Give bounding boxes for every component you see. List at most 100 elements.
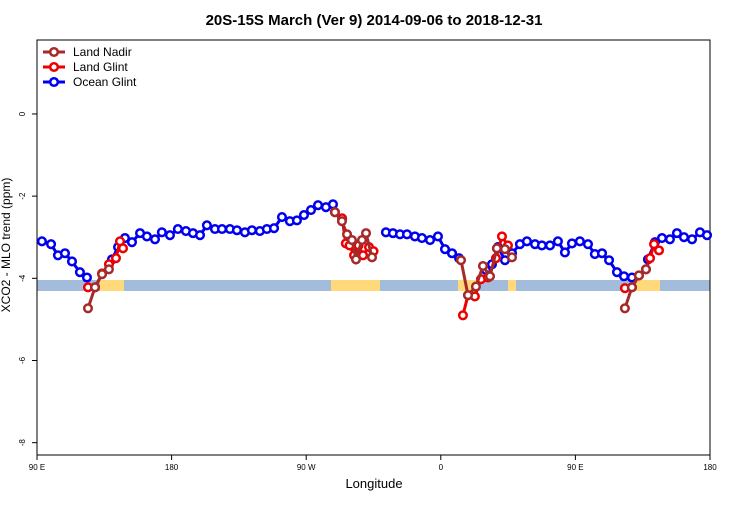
point [604, 255, 615, 266]
point [46, 239, 57, 250]
legend-marker [48, 46, 60, 58]
point [276, 212, 288, 223]
land-strip [100, 280, 124, 291]
point [66, 256, 78, 267]
point [305, 205, 317, 216]
point [611, 267, 623, 278]
point [82, 303, 94, 314]
point [81, 272, 93, 283]
point [626, 282, 637, 293]
point [268, 223, 280, 234]
point [439, 244, 451, 255]
x-tick-label: 180 [703, 463, 717, 472]
point [59, 248, 71, 259]
point [231, 225, 243, 236]
point [653, 245, 665, 256]
point [446, 248, 458, 259]
x-tick-label: 0 [439, 463, 444, 472]
point [156, 227, 167, 238]
point [126, 237, 138, 248]
point [416, 232, 428, 244]
series-line [86, 211, 647, 309]
point [521, 236, 532, 247]
point [618, 271, 630, 282]
point [432, 231, 444, 242]
point [149, 234, 161, 245]
point [671, 228, 682, 239]
legend-label: Land Nadir [73, 45, 132, 59]
point [360, 228, 372, 239]
point [506, 252, 518, 263]
point [687, 234, 698, 245]
y-tick-label: -4 [18, 274, 27, 282]
x-tick-label: 90 E [29, 463, 45, 472]
point [97, 269, 108, 280]
point [559, 247, 570, 258]
chart-title: 20S-15S March (Ver 9) 2014-09-06 to 2018… [206, 12, 543, 29]
point [455, 255, 467, 266]
y-tick-label: -8 [18, 439, 27, 447]
point [298, 209, 310, 221]
point [470, 281, 481, 292]
point [477, 260, 489, 272]
series [82, 207, 652, 314]
point [164, 230, 176, 241]
point [357, 250, 369, 261]
point [312, 200, 324, 211]
point [656, 232, 668, 244]
point [141, 231, 152, 242]
point [350, 254, 362, 265]
point [633, 270, 645, 281]
point [117, 243, 129, 254]
point [457, 310, 468, 321]
x-tick-label: 90 W [297, 463, 316, 472]
y-tick-label: -6 [18, 356, 27, 364]
x-tick-label: 180 [165, 463, 179, 472]
y-axis-label: XCO2 - MLO trend (ppm) [0, 178, 13, 313]
legend-label: Ocean Glint [73, 75, 137, 89]
y-tick-label: -2 [18, 192, 27, 200]
legend-label: Land Glint [73, 60, 128, 74]
point [701, 230, 713, 241]
point [194, 230, 206, 241]
point [574, 236, 585, 247]
point [110, 253, 122, 264]
point [366, 252, 378, 263]
point [401, 229, 413, 240]
point [619, 303, 630, 314]
point [649, 239, 660, 250]
point [172, 223, 183, 235]
land-strip [458, 280, 478, 291]
point [496, 231, 508, 242]
point [216, 223, 228, 235]
x-tick-label: 90 E [567, 463, 583, 472]
point [536, 240, 547, 251]
point [36, 236, 47, 247]
point [356, 235, 368, 246]
point [544, 240, 556, 251]
point [596, 248, 608, 259]
plot-frame [36, 39, 711, 456]
point [644, 253, 656, 264]
point [103, 264, 114, 275]
point [329, 207, 340, 218]
point [462, 290, 474, 301]
point [246, 225, 257, 236]
point [291, 215, 302, 226]
point [336, 216, 347, 227]
point [201, 220, 212, 231]
point [582, 239, 594, 250]
legend-marker [48, 76, 60, 88]
point [678, 232, 690, 243]
surface-strip [37, 280, 710, 291]
point [566, 238, 578, 249]
point [346, 235, 358, 246]
point [664, 234, 675, 245]
point [74, 267, 85, 278]
point [499, 244, 511, 255]
point [89, 282, 101, 293]
land-strip [331, 280, 380, 291]
point [552, 236, 563, 247]
y-tick-label: 0 [18, 111, 27, 116]
